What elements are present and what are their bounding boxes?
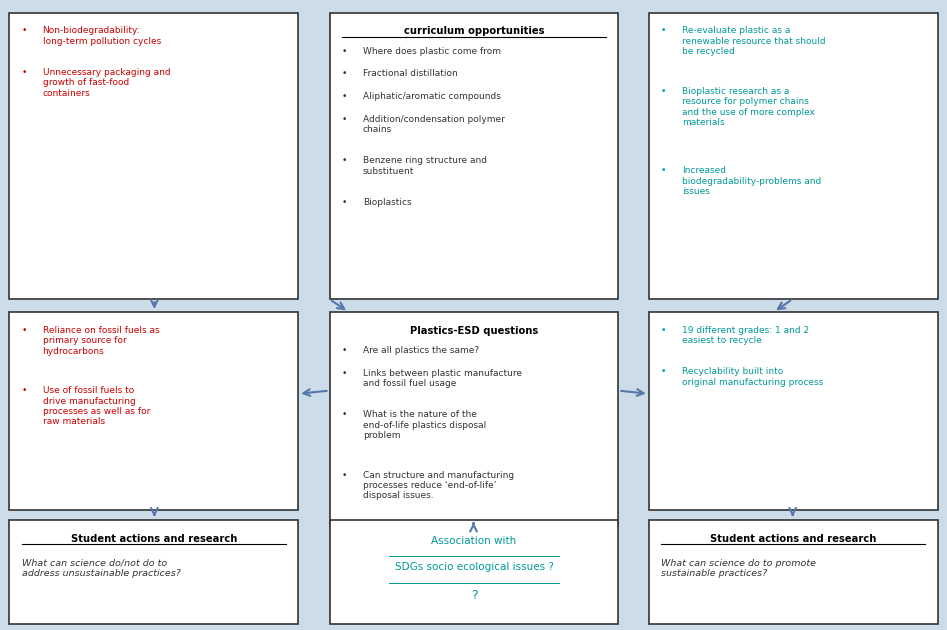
Text: Bioplastics: Bioplastics (363, 198, 411, 207)
Text: •: • (342, 471, 348, 479)
Text: Links between plastic manufacture
and fossil fuel usage: Links between plastic manufacture and fo… (363, 369, 522, 388)
Text: •: • (342, 410, 348, 419)
Text: Are all plastics the same?: Are all plastics the same? (363, 346, 479, 355)
Text: •: • (22, 26, 27, 35)
FancyBboxPatch shape (9, 13, 298, 299)
Text: •: • (342, 92, 348, 101)
Text: Reliance on fossil fuels as
primary source for
hydrocarbons: Reliance on fossil fuels as primary sour… (43, 326, 159, 355)
Text: Increased
biodegradability-problems and
issues: Increased biodegradability-problems and … (682, 166, 821, 196)
Text: What is the nature of the
end-of-life plastics disposal
problem: What is the nature of the end-of-life pl… (363, 410, 486, 440)
Text: •: • (661, 367, 667, 376)
Text: •: • (661, 166, 667, 175)
FancyBboxPatch shape (330, 312, 618, 526)
FancyBboxPatch shape (330, 520, 618, 624)
Text: •: • (22, 68, 27, 77)
FancyBboxPatch shape (649, 312, 938, 510)
Text: curriculum opportunities: curriculum opportunities (403, 26, 545, 37)
Text: •: • (342, 47, 348, 55)
Text: •: • (342, 369, 348, 377)
Text: What can science do/not do to
address unsustainable practices?: What can science do/not do to address un… (22, 559, 181, 578)
Text: •: • (342, 156, 348, 165)
Text: Aliphatic/aromatic compounds: Aliphatic/aromatic compounds (363, 92, 501, 101)
Text: Where does plastic come from: Where does plastic come from (363, 47, 501, 55)
FancyBboxPatch shape (649, 13, 938, 299)
FancyBboxPatch shape (9, 312, 298, 510)
Text: Student actions and research: Student actions and research (71, 534, 237, 544)
Text: 19 different grades: 1 and 2
easiest to recycle: 19 different grades: 1 and 2 easiest to … (682, 326, 809, 345)
Text: Can structure and manufacturing
processes reduce ‘end-of-life’
disposal issues.: Can structure and manufacturing processe… (363, 471, 514, 500)
Text: •: • (342, 346, 348, 355)
Text: •: • (661, 326, 667, 335)
Text: •: • (661, 87, 667, 96)
Text: SDGs socio ecological issues ?: SDGs socio ecological issues ? (395, 562, 553, 572)
Text: •: • (22, 386, 27, 395)
Text: •: • (342, 198, 348, 207)
Text: •: • (342, 69, 348, 78)
Text: Association with: Association with (431, 536, 517, 546)
Text: Fractional distillation: Fractional distillation (363, 69, 457, 78)
Text: Addition/condensation polymer
chains: Addition/condensation polymer chains (363, 115, 505, 134)
Text: Bioplastic research as a
resource for polymer chains
and the use of more complex: Bioplastic research as a resource for po… (682, 87, 814, 127)
FancyBboxPatch shape (330, 13, 618, 299)
Text: Plastics-ESD questions: Plastics-ESD questions (410, 326, 538, 336)
Text: •: • (661, 26, 667, 35)
Text: Unnecessary packaging and
growth of fast-food
containers: Unnecessary packaging and growth of fast… (43, 68, 170, 98)
FancyBboxPatch shape (649, 520, 938, 624)
Text: Benzene ring structure and
substituent: Benzene ring structure and substituent (363, 156, 487, 176)
Text: Use of fossil fuels to
drive manufacturing
processes as well as for
raw material: Use of fossil fuels to drive manufacturi… (43, 386, 150, 427)
Text: Re-evaluate plastic as a
renewable resource that should
be recycled: Re-evaluate plastic as a renewable resou… (682, 26, 826, 56)
Text: Student actions and research: Student actions and research (710, 534, 876, 544)
Text: •: • (22, 326, 27, 335)
FancyBboxPatch shape (9, 520, 298, 624)
Text: •: • (342, 115, 348, 123)
Text: ?: ? (471, 589, 477, 602)
Text: Recyclability built into
original manufacturing process: Recyclability built into original manufa… (682, 367, 823, 387)
Text: Non-biodegradability:
long-term pollution cycles: Non-biodegradability: long-term pollutio… (43, 26, 161, 46)
Text: What can science do to promote
sustainable practices?: What can science do to promote sustainab… (661, 559, 816, 578)
